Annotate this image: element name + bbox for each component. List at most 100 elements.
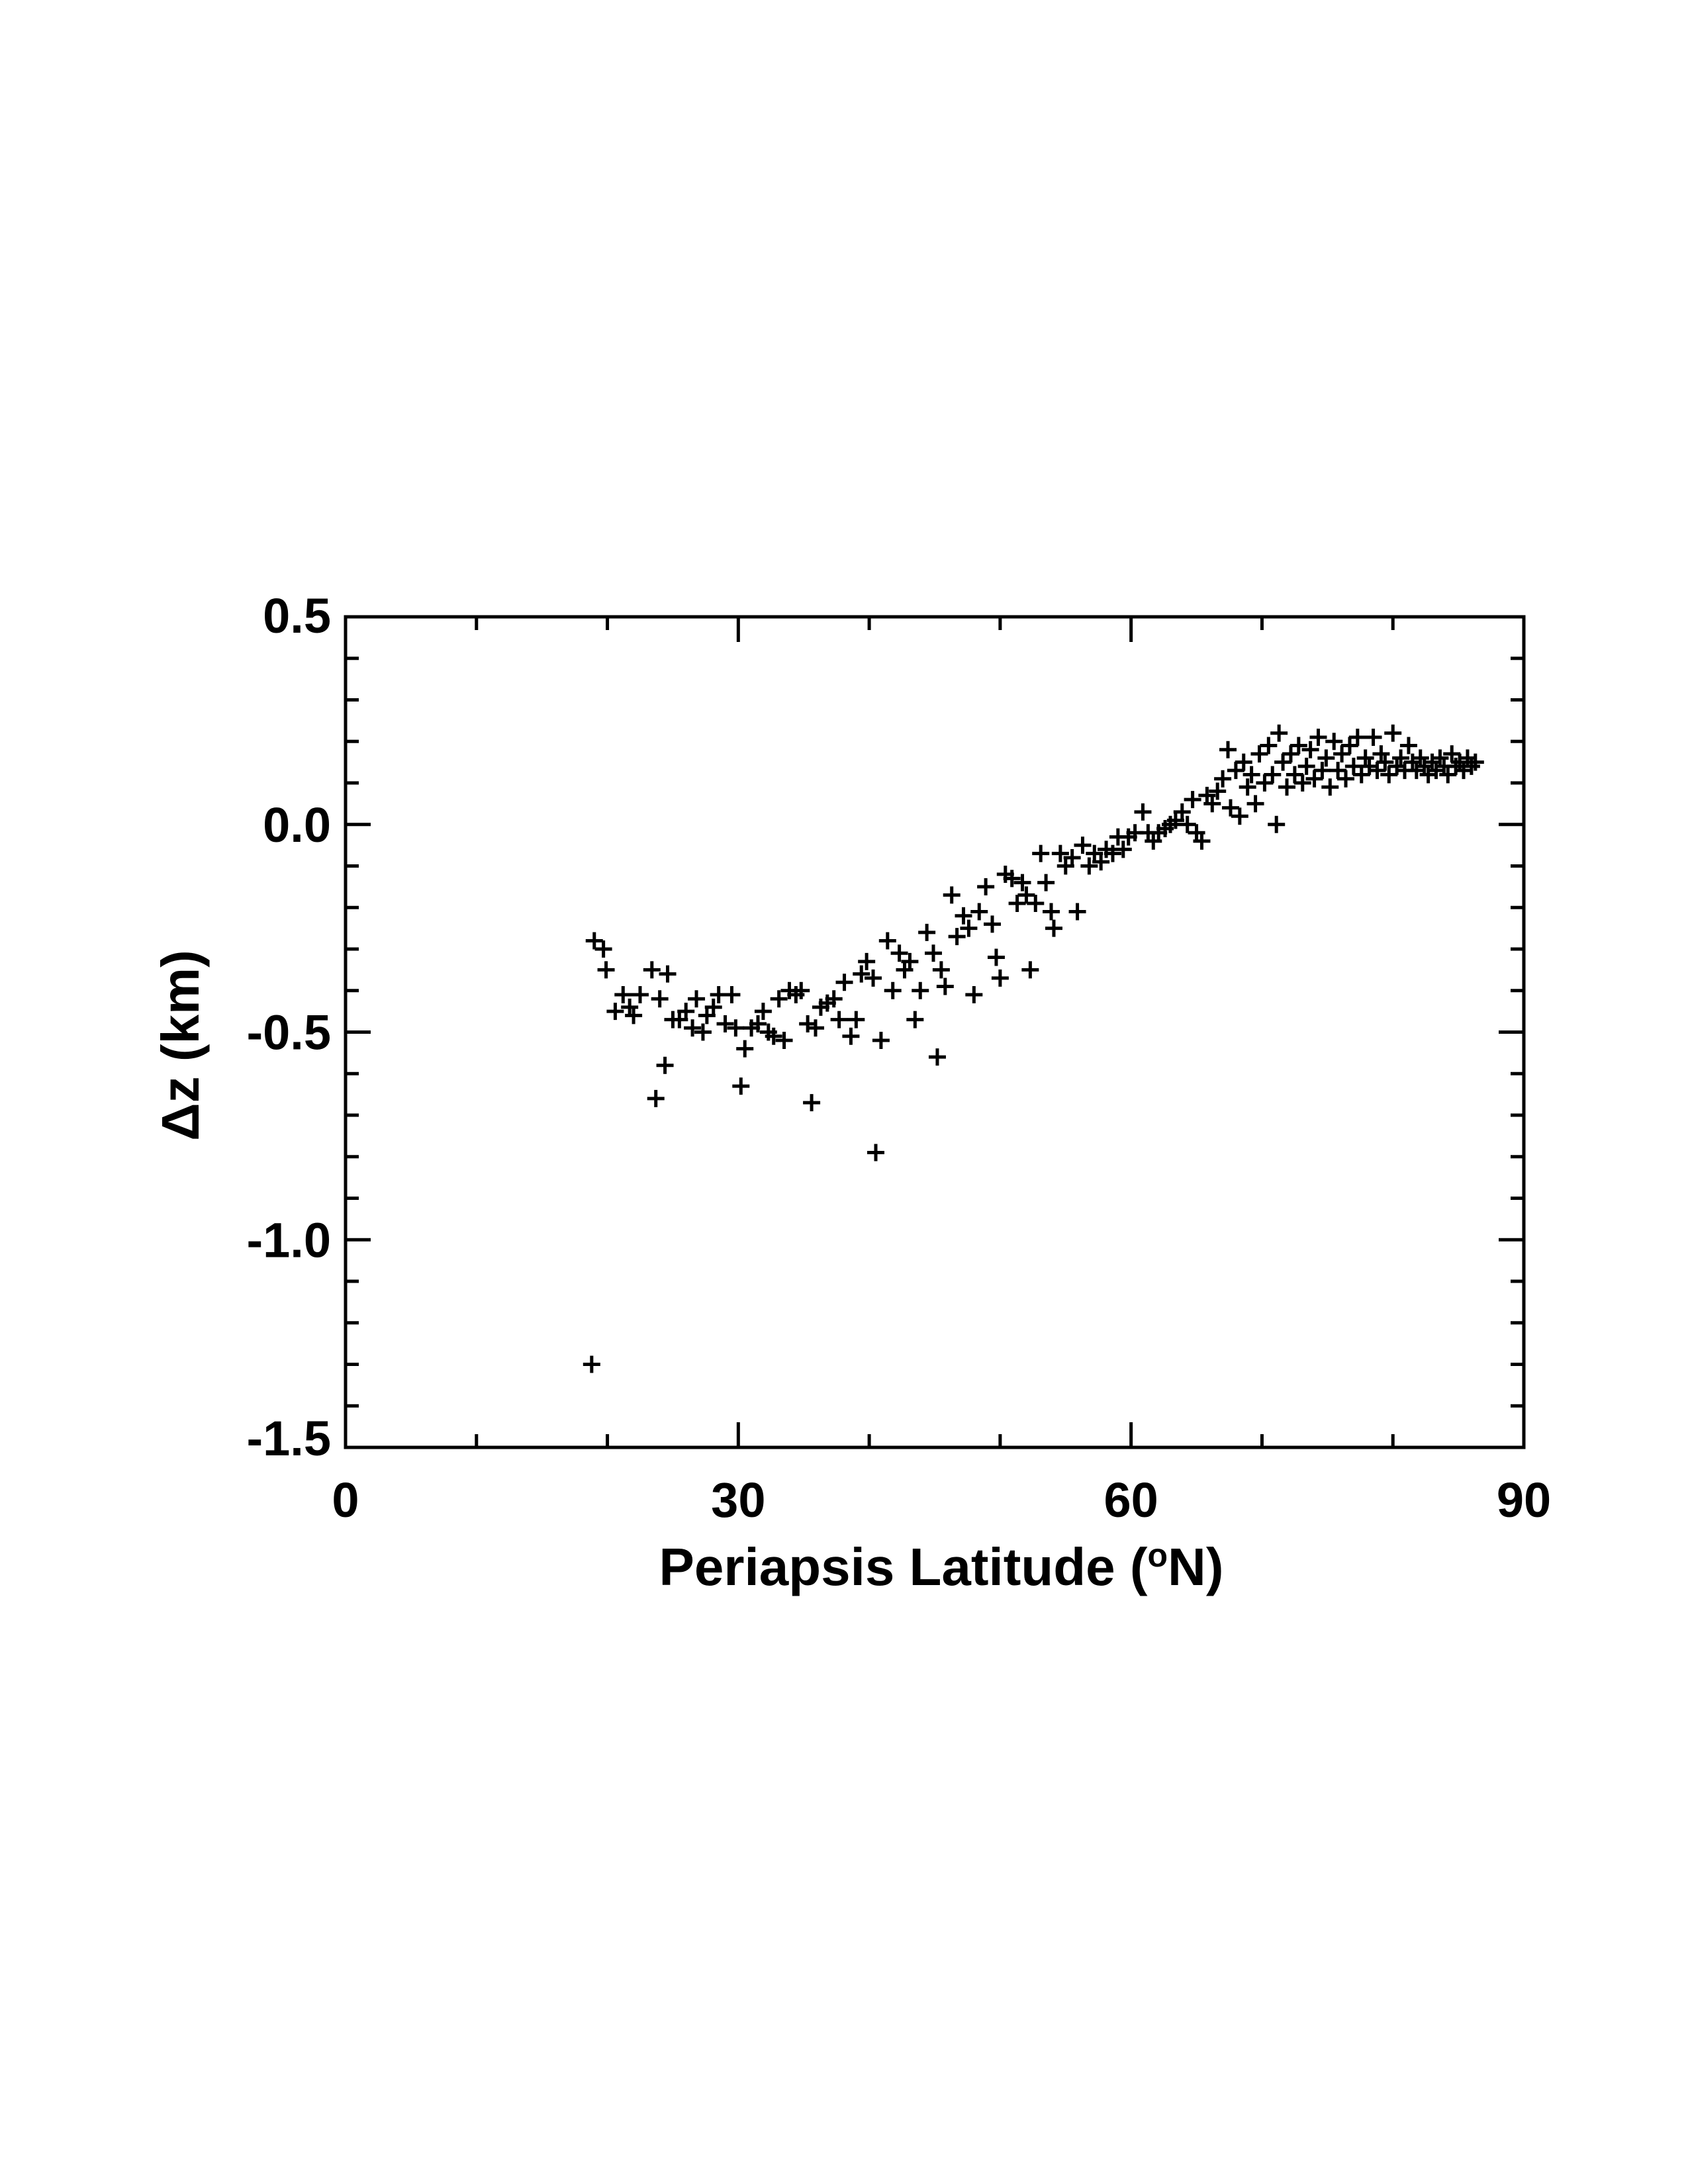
data-point: [1443, 745, 1461, 763]
data-point: [1431, 749, 1449, 767]
data-point: [1411, 749, 1429, 767]
data-point: [704, 998, 722, 1016]
x-tick-label: 30: [711, 1473, 765, 1527]
x-tick-label: 90: [1497, 1473, 1551, 1527]
y-tick-label: 0.0: [263, 797, 331, 852]
data-point: [1466, 753, 1484, 771]
data-point: [1203, 795, 1221, 813]
data-point: [865, 969, 882, 987]
data-point: [1037, 874, 1055, 891]
data-point: [1376, 753, 1394, 771]
data-point: [835, 974, 853, 991]
data-point: [1384, 724, 1402, 742]
data-point: [912, 981, 929, 999]
y-tick-label: -1.0: [246, 1212, 331, 1267]
data-point: [1246, 795, 1264, 813]
data-point: [594, 940, 612, 958]
data-point: [1013, 874, 1031, 891]
data-point: [1309, 728, 1327, 746]
data-point: [1364, 728, 1382, 746]
data-point: [1274, 753, 1292, 771]
data-point: [597, 961, 615, 979]
data-point: [1032, 844, 1050, 862]
data-point: [987, 948, 1005, 966]
data-point: [614, 986, 632, 1004]
data-point: [1348, 728, 1366, 746]
data-point: [1282, 745, 1299, 763]
data-point: [1333, 745, 1351, 763]
data-point: [928, 1048, 946, 1066]
data-point: [1305, 770, 1323, 788]
data-point: [651, 990, 669, 1008]
data-point: [1231, 807, 1248, 825]
data-points: [583, 724, 1484, 1373]
data-point: [1313, 762, 1331, 780]
data-point: [1209, 782, 1227, 800]
data-point: [625, 1007, 643, 1024]
data-point: [656, 1056, 674, 1074]
data-point: [991, 969, 1009, 987]
data-point: [1270, 724, 1288, 742]
data-point: [765, 1027, 782, 1045]
data-point: [918, 923, 936, 941]
data-point: [847, 1011, 865, 1028]
data-point: [1134, 803, 1152, 821]
data-point: [1221, 799, 1239, 817]
data-point: [853, 965, 870, 983]
data-point: [1027, 894, 1045, 912]
data-point: [1325, 733, 1343, 751]
y-tick-label: 0.5: [263, 588, 331, 643]
data-point: [1321, 778, 1339, 796]
data-point: [1074, 837, 1092, 854]
data-point: [1392, 749, 1410, 767]
data-point: [1021, 961, 1039, 979]
data-point: [1092, 853, 1110, 871]
data-point: [1080, 857, 1098, 875]
data-point: [1344, 757, 1362, 775]
data-point: [677, 1003, 695, 1021]
data-point: [932, 961, 950, 979]
data-point: [825, 990, 843, 1008]
y-axis-label: Δz (km): [151, 950, 210, 1141]
data-point: [867, 1144, 884, 1161]
x-axis-label-superscript: o: [1148, 1537, 1168, 1574]
data-point: [1173, 803, 1191, 821]
data-point: [872, 1032, 890, 1050]
x-tick-label: 0: [332, 1473, 359, 1527]
data-point: [792, 981, 810, 999]
data-point: [890, 944, 908, 962]
data-point: [775, 1032, 793, 1050]
x-axis-label: Periapsis Latitude (oN): [659, 1537, 1224, 1596]
data-point: [1399, 737, 1417, 754]
data-point: [694, 1023, 712, 1041]
data-point: [1193, 832, 1211, 850]
data-point: [1103, 844, 1121, 862]
data-point: [632, 986, 649, 1004]
data-point: [723, 986, 741, 1004]
data-point: [1214, 770, 1232, 788]
data-point: [716, 1015, 734, 1032]
data-point: [977, 878, 995, 895]
data-point: [803, 1094, 821, 1112]
data-point: [1352, 766, 1370, 784]
data-point: [684, 1019, 702, 1037]
x-tick-label: 60: [1104, 1473, 1158, 1527]
data-point: [948, 928, 966, 946]
data-point: [736, 1040, 754, 1058]
tick-labels: 0 30 60 90 0.5 0.0 -0.5 -1.0 -1.5: [246, 588, 1551, 1527]
data-point: [1043, 903, 1060, 921]
data-point: [643, 961, 661, 979]
data-point: [1219, 741, 1237, 758]
data-point: [943, 886, 961, 904]
data-point: [1329, 762, 1347, 780]
data-point: [583, 1355, 600, 1373]
data-point: [1293, 774, 1311, 792]
data-point: [1250, 745, 1268, 763]
data-point: [830, 1011, 848, 1028]
data-point: [970, 903, 988, 921]
data-point: [621, 998, 639, 1016]
data-point: [1337, 770, 1355, 788]
data-point: [1297, 757, 1315, 775]
